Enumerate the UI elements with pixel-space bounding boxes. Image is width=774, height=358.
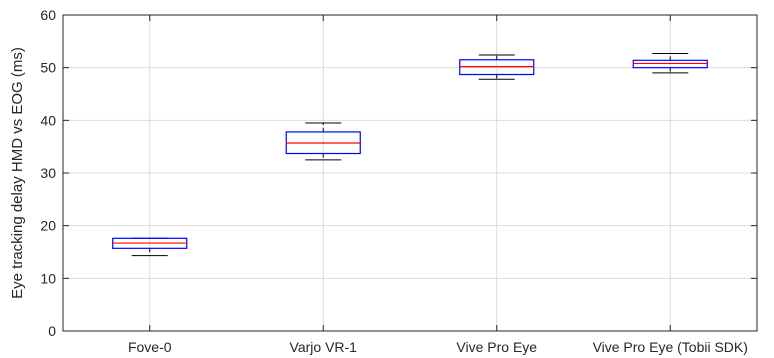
box-varjo-vr-1 xyxy=(285,122,361,161)
grid-lines xyxy=(63,15,757,331)
y-tick-label: 10 xyxy=(40,270,56,286)
box-plot-series xyxy=(112,52,708,257)
box-fove-0 xyxy=(112,237,188,257)
x-axis-ticks: Fove-0 Varjo VR-1 Vive Pro Eye Vive Pro Eye… xyxy=(128,15,748,355)
box-vive-pro-eye xyxy=(459,54,535,80)
y-axis-ticks: 0 10 20 30 40 50 60 xyxy=(40,7,757,339)
x-tick-label: Vive Pro Eye (Tobii SDK) xyxy=(593,339,748,355)
y-tick-label: 30 xyxy=(40,165,56,181)
y-tick-label: 20 xyxy=(40,218,56,234)
x-tick-label: Vive Pro Eye xyxy=(456,339,537,355)
y-tick-label: 60 xyxy=(40,7,56,23)
y-tick-label: 50 xyxy=(40,60,56,76)
x-tick-label: Fove-0 xyxy=(128,339,172,355)
box-vive-pro-eye-tobii-sdk xyxy=(632,52,708,74)
y-axis-label: Eye tracking delay HMD vs EOG (ms) xyxy=(9,47,26,299)
y-tick-label: 0 xyxy=(48,323,56,339)
y-tick-label: 40 xyxy=(40,112,56,128)
x-tick-label: Varjo VR-1 xyxy=(290,339,358,355)
